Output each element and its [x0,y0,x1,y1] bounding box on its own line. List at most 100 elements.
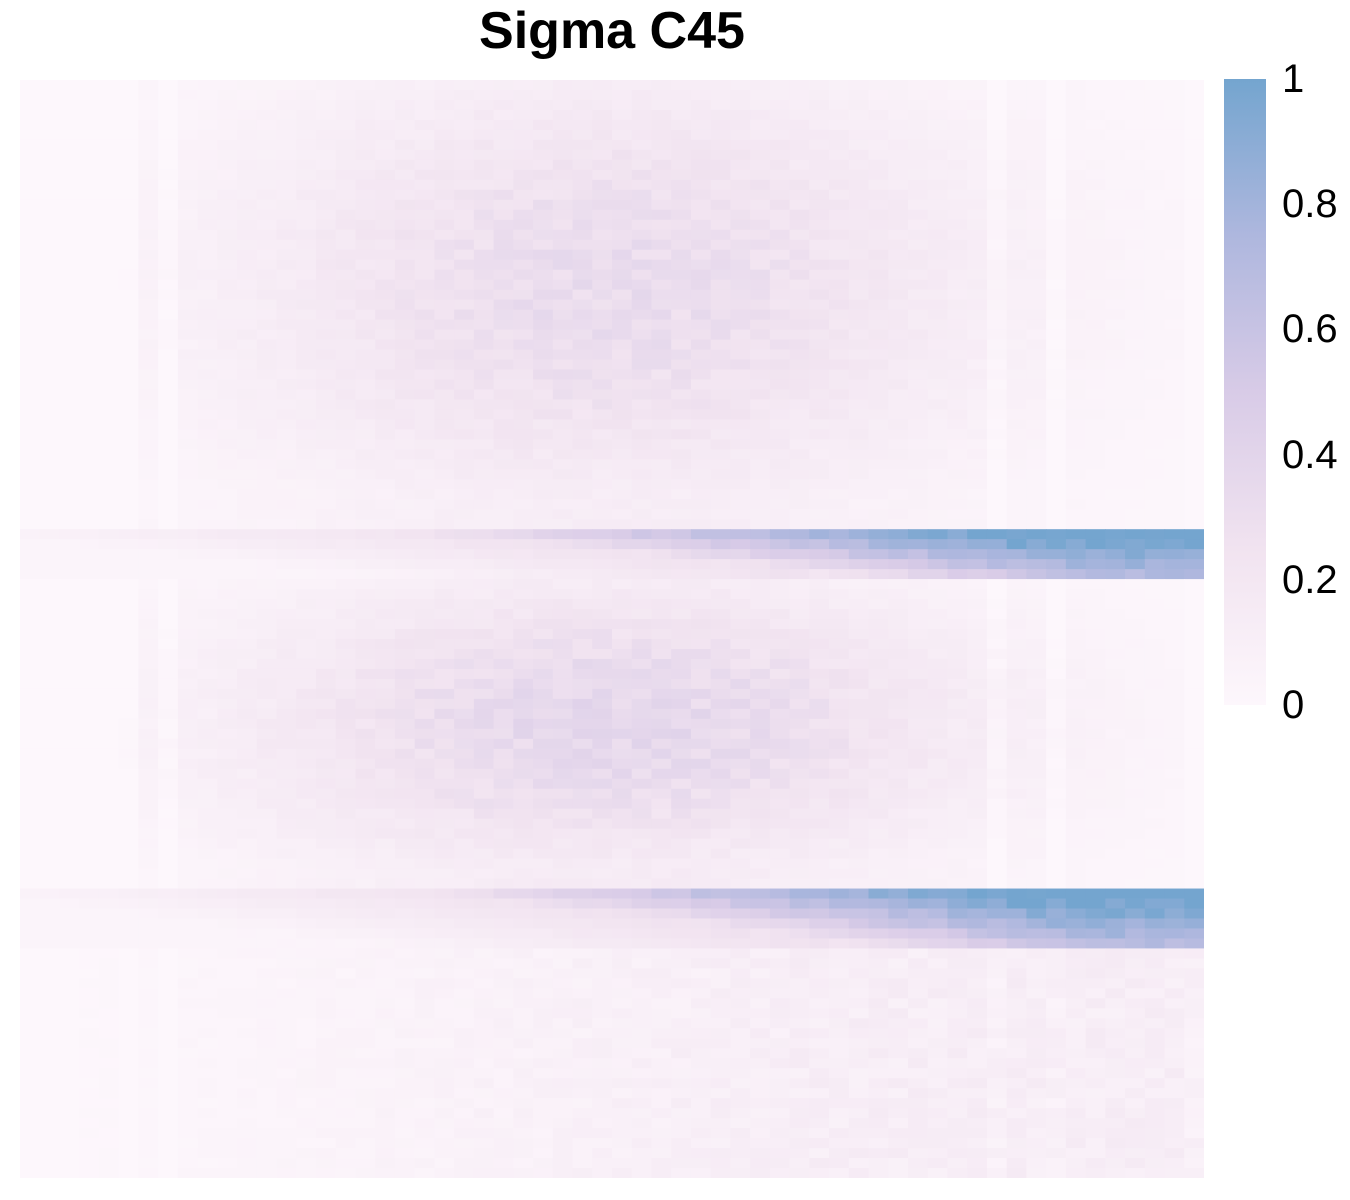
heatmap-cell [908,748,929,760]
heatmap-cell [868,728,889,740]
heatmap-cell [1164,209,1185,221]
heatmap-cell [1026,239,1047,251]
heatmap-cell [1026,329,1047,341]
heatmap-cell [473,629,495,640]
heatmap-cell [986,888,1008,900]
heatmap-cell [908,309,929,321]
heatmap-cell [829,229,850,241]
heatmap-cell [197,499,218,510]
heatmap-cell [710,359,731,371]
heatmap-cell [789,419,810,430]
heatmap-cell [1105,678,1126,690]
heatmap-cell [98,439,120,450]
heatmap-cell [631,898,653,910]
heatmap-cell [710,638,731,650]
heatmap-cell [809,99,830,111]
heatmap-cell [1026,688,1047,700]
heatmap-cell [612,139,633,151]
heatmap-cell [809,838,830,850]
heatmap-cell [552,808,574,820]
heatmap-cell [533,738,554,750]
heatmap-cell [316,489,337,500]
heatmap-cell [39,519,61,530]
heatmap-cell [217,509,238,520]
heatmap-cell [335,878,357,890]
heatmap-cell [1105,828,1126,840]
heatmap-cell [848,239,870,251]
heatmap-cell [1085,259,1106,271]
heatmap-cell [59,409,80,420]
heatmap-cell [158,619,179,630]
heatmap-cell [59,549,80,560]
heatmap-cell [237,858,258,870]
heatmap-cell [612,638,633,650]
heatmap-cell [592,788,613,800]
heatmap-cell [592,658,613,670]
heatmap-cell [1085,509,1106,520]
heatmap-cell [908,878,929,890]
heatmap-cell [1026,579,1047,590]
heatmap-cell [829,209,850,221]
heatmap-cell [197,748,218,760]
heatmap-cell [1125,449,1146,460]
heatmap-cell [20,609,41,620]
heatmap-cell [335,229,357,241]
heatmap-cell [671,808,692,820]
heatmap-cell [414,658,435,670]
heatmap-cell [888,329,909,341]
heatmap-cell [513,299,534,311]
heatmap-cell [493,239,514,251]
heatmap-cell [1026,379,1047,391]
heatmap-cell [335,109,357,121]
heatmap-cell [829,259,850,271]
heatmap-cell [888,529,909,540]
heatmap-cell [612,469,633,480]
heatmap-cell [612,738,633,750]
heatmap-cell [1184,239,1205,251]
heatmap-cell [552,449,574,460]
heatmap-cell [493,359,514,371]
heatmap-cell [572,429,593,440]
heatmap-cell [138,429,159,440]
heatmap-cell [39,209,61,221]
heatmap-cell [750,199,771,211]
heatmap-cell [612,698,633,710]
heatmap-cell [809,359,830,371]
heatmap-cell [927,658,949,670]
heatmap-cell [20,359,41,371]
heatmap-cell [197,638,218,650]
heatmap-cell [237,499,258,510]
heatmap-cell [1065,229,1087,241]
heatmap-cell [651,209,672,221]
heatmap-cell [316,419,337,430]
heatmap-cell [158,609,179,620]
heatmap-cell [730,868,751,880]
heatmap-cell [434,239,455,251]
heatmap-cell [79,818,100,830]
heatmap-cell [79,898,100,910]
heatmap-cell [1046,868,1067,880]
heatmap-cell [256,818,278,830]
heatmap-cell [730,89,751,101]
heatmap-cell [612,259,633,271]
heatmap-cell [59,209,80,221]
heatmap-cell [1164,80,1185,91]
heatmap-cell [335,888,357,900]
heatmap-cell [118,678,139,690]
heatmap-cell [651,139,672,151]
heatmap-cell [296,299,317,311]
heatmap-cell [513,748,534,760]
heatmap-cell [848,848,870,860]
heatmap-cell [59,668,80,680]
heatmap-cell [690,818,712,830]
heatmap-cell [671,698,692,710]
heatmap-cell [256,599,278,610]
heatmap-cell [177,688,199,700]
heatmap-cell [375,778,396,790]
heatmap-cell [454,519,475,530]
heatmap-cell [256,748,278,760]
heatmap-cell [39,599,61,610]
heatmap-cell [908,728,929,740]
heatmap-cell [414,389,435,401]
heatmap-cell [355,698,376,710]
